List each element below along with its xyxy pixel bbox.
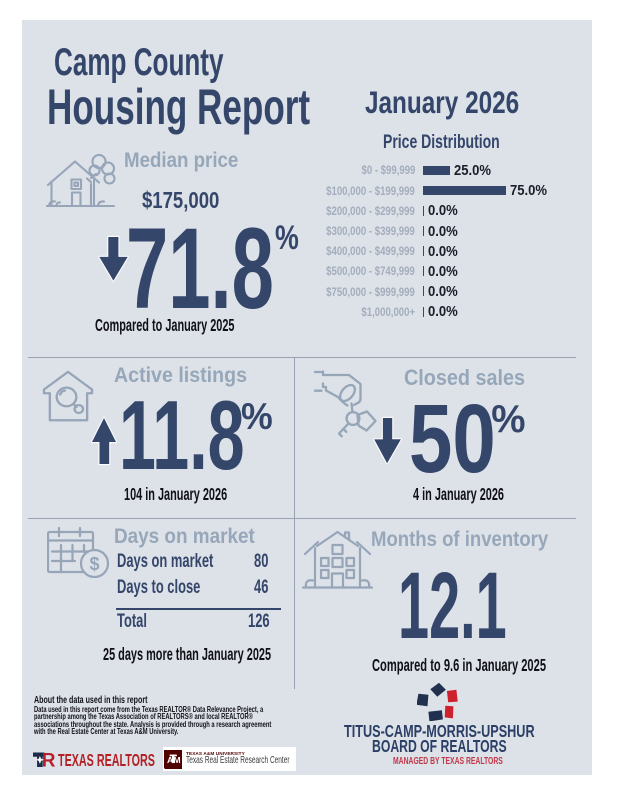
- svg-text:R: R: [42, 752, 56, 768]
- svg-text:M: M: [173, 755, 180, 765]
- svg-text:A: A: [167, 755, 174, 765]
- svg-text:$: $: [89, 554, 99, 574]
- svg-text:TEXAS A&M UNIVERSITY: TEXAS A&M UNIVERSITY: [186, 751, 246, 756]
